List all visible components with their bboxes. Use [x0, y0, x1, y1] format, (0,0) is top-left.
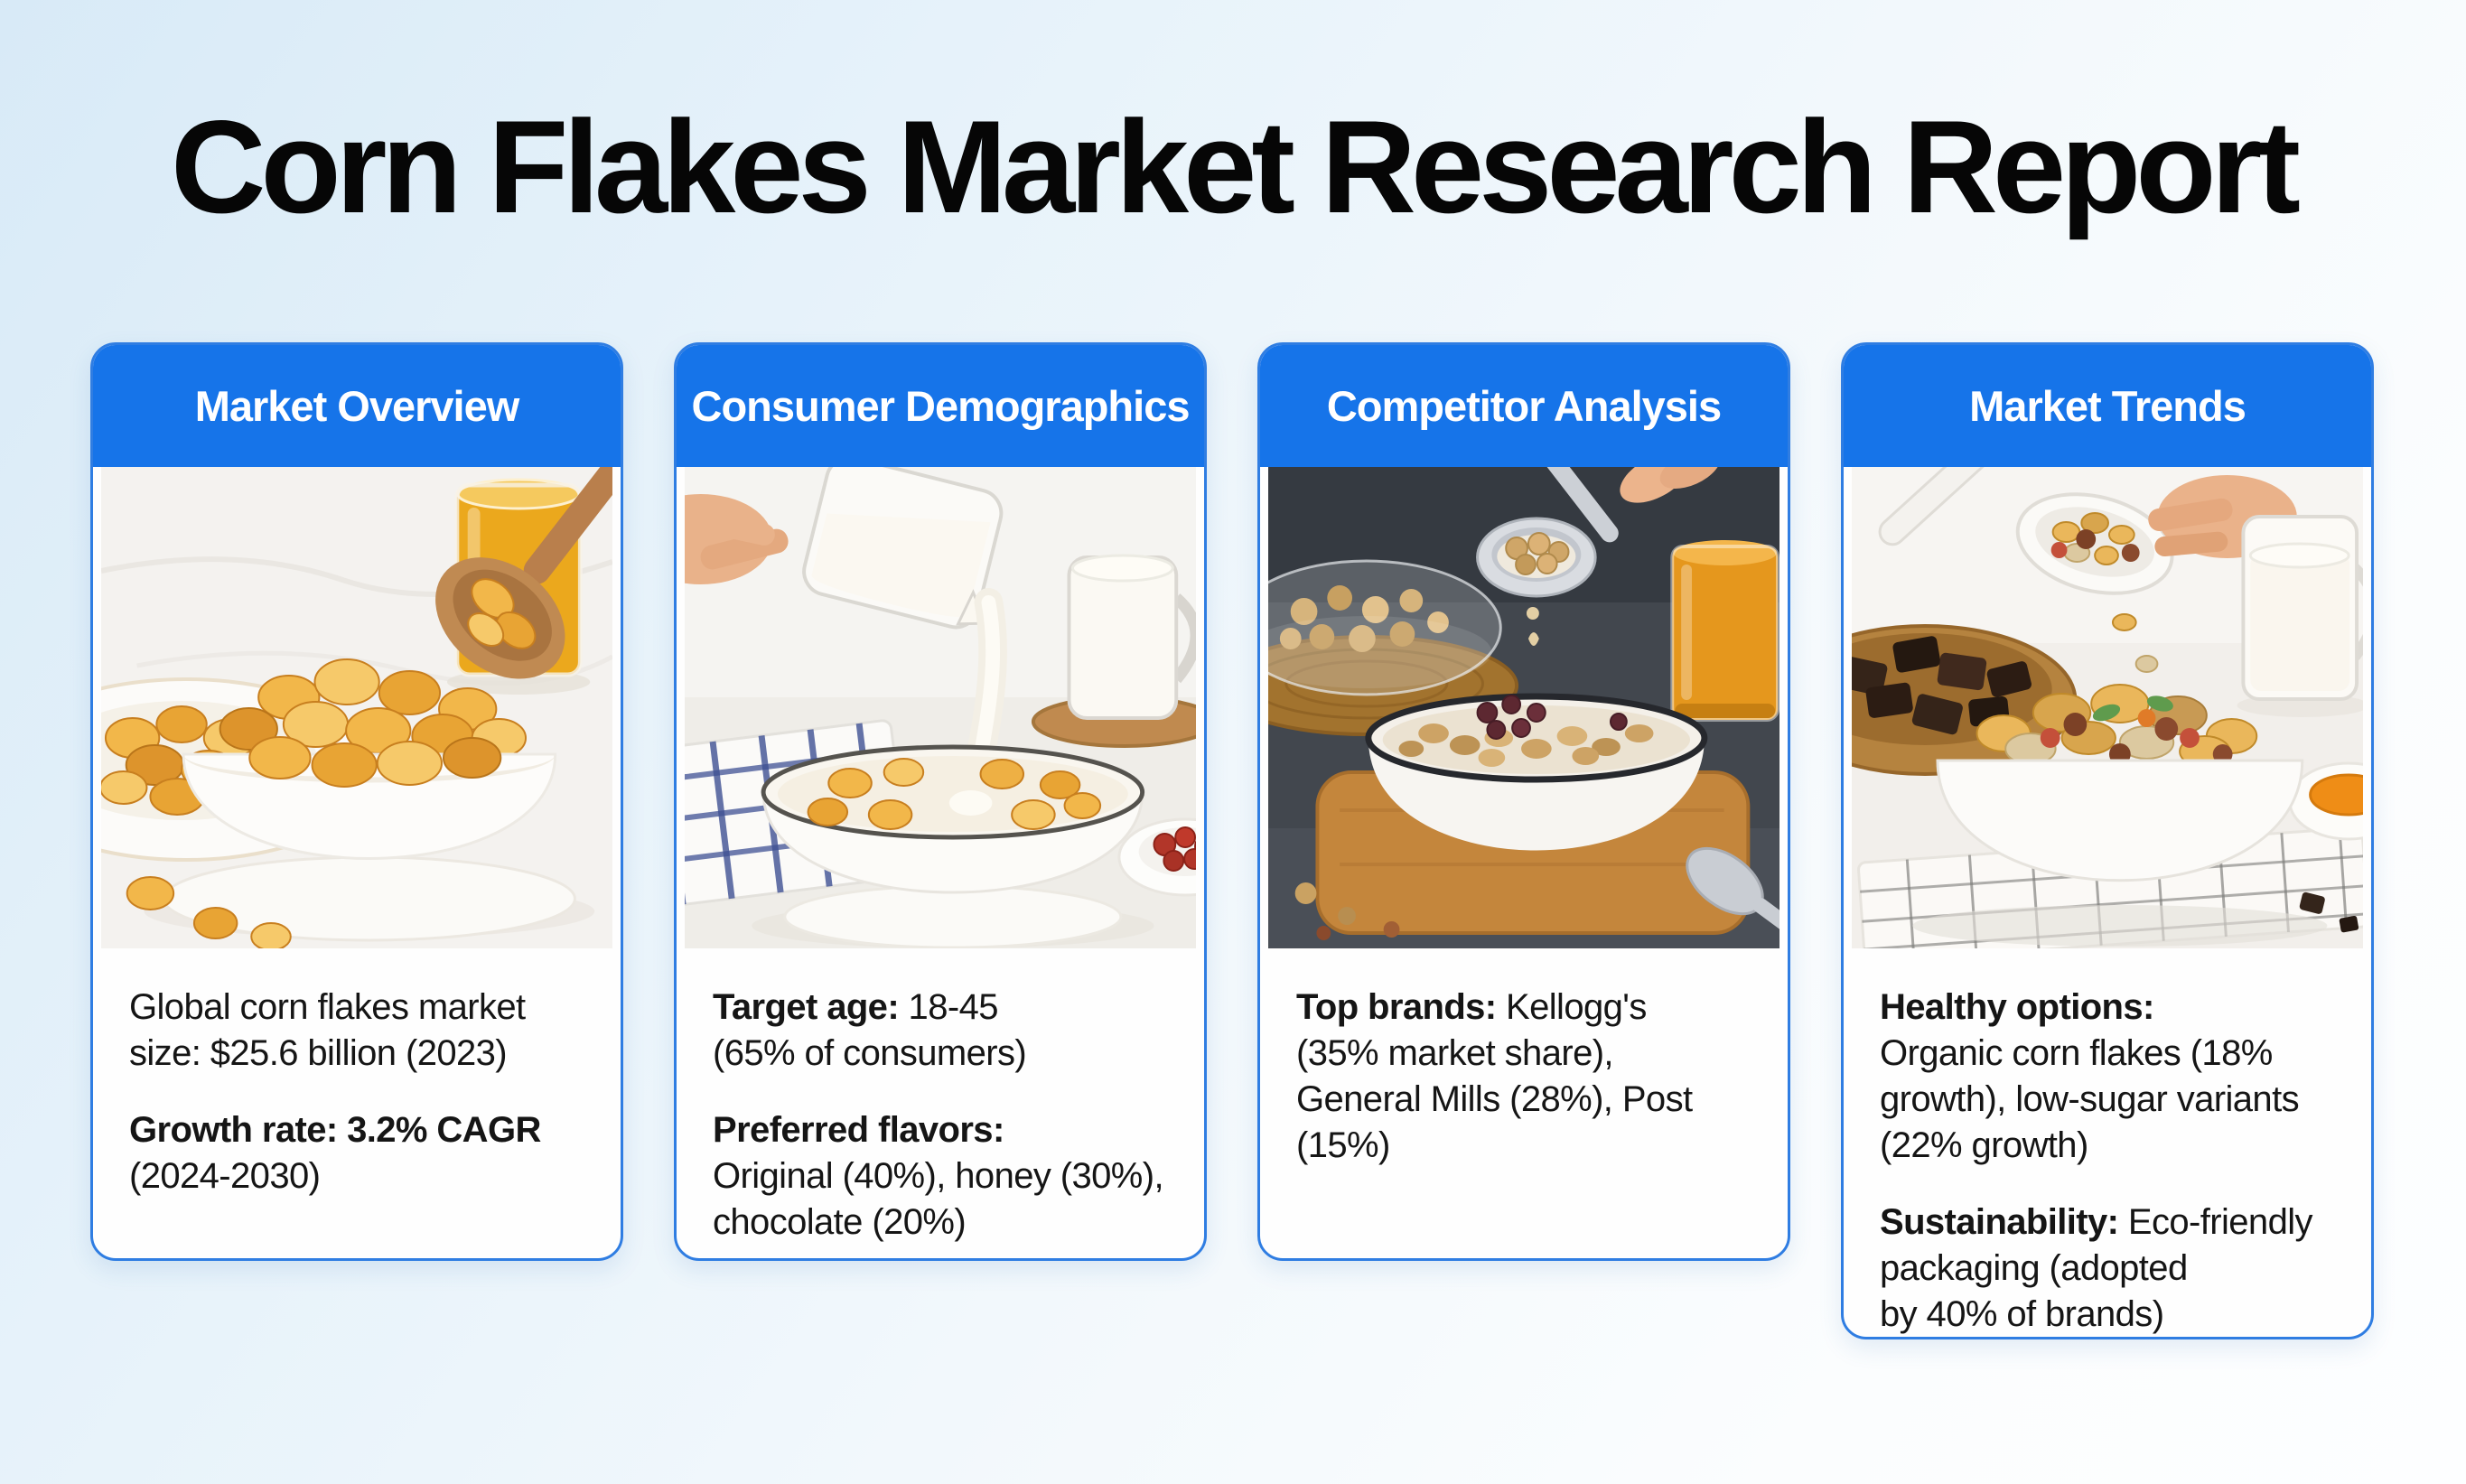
granola-bowl [1912, 684, 2328, 947]
milk-pour-photo [685, 467, 1196, 949]
card-text-consumer-demographics: Target age: 18-45 (65% of consumers) Pre… [677, 948, 1204, 1246]
scattered-flakes [126, 876, 292, 949]
corn-flakes-photo-illustration [101, 467, 612, 949]
spoon-with-puffs [1476, 467, 1721, 647]
card-header-competitor-analysis: Competitor Analysis [1260, 345, 1788, 468]
sustainability-text: Sustainability: Eco-friendly packaging (… [1880, 1202, 2313, 1335]
corn-flakes-bowl-photo [101, 467, 612, 949]
card-market-trends: Market Trends [1841, 342, 2374, 1340]
glass-bowl-of-puffs [1268, 559, 1502, 696]
table-spoon [1686, 847, 1779, 949]
pouring-hand [685, 494, 789, 585]
cereal-puffs-photo [1268, 467, 1779, 949]
card-competitor-analysis: Competitor Analysis [1257, 342, 1790, 1262]
milk-mug-on-board [1031, 554, 1196, 749]
healthy-options-text: Healthy options: Organic corn flakes (18… [1880, 987, 2300, 1166]
main-cereal-bowl [144, 658, 595, 942]
chocolate-bowl [1852, 624, 2078, 777]
milk-glass [2237, 515, 2363, 718]
card-consumer-demographics: Consumer Demographics [674, 342, 1207, 1262]
spoon-with-granola-and-hand [1878, 467, 2297, 596]
card-header-consumer-demographics: Consumer Demographics [677, 345, 1204, 468]
card-market-overview: Market Overview [90, 342, 623, 1262]
scattered-puffs [1294, 882, 1400, 941]
card-header-market-overview: Market Overview [93, 345, 621, 468]
card-text-market-trends: Healthy options: Organic corn flakes (18… [1844, 948, 2371, 1337]
granola-bowl-photo [1852, 467, 2363, 949]
cereal-puffs-photo-illustration [1268, 467, 1779, 949]
card-header-market-trends: Market Trends [1844, 345, 2371, 468]
honey-dish [2288, 761, 2363, 841]
granola-photo-illustration [1852, 467, 2363, 949]
growth-rate-text: Growth rate: 3.2% CAGR (2024-2030) [129, 1110, 541, 1197]
cereal-milk-bowl [752, 744, 1154, 949]
market-size-text: Global corn flakes market size: $25.6 bi… [129, 987, 526, 1074]
cards-row: Market Overview [0, 342, 2466, 1340]
milk-pitcher [802, 467, 1004, 630]
chocolate-crumbs [2299, 892, 2359, 933]
orange-juice-glass [1670, 540, 1779, 723]
card-text-market-overview: Global corn flakes market size: $25.6 bi… [93, 948, 621, 1199]
top-brands-text: Top brands: Kellogg's (35% market share)… [1296, 987, 1693, 1166]
berry-dish [1117, 817, 1196, 897]
card-text-competitor-analysis: Top brands: Kellogg's (35% market share)… [1260, 948, 1788, 1169]
wooden-spoon [435, 467, 612, 679]
milk-cereal-bowl [1365, 693, 1708, 851]
target-age-text: Target age: 18-45 (65% of consumers) [713, 987, 1027, 1074]
page-title: Corn Flakes Market Research Report [171, 93, 2301, 240]
milk-pour-photo-illustration [685, 467, 1196, 949]
preferred-flavors-text: Preferred flavors: Original (40%), honey… [713, 1110, 1164, 1243]
